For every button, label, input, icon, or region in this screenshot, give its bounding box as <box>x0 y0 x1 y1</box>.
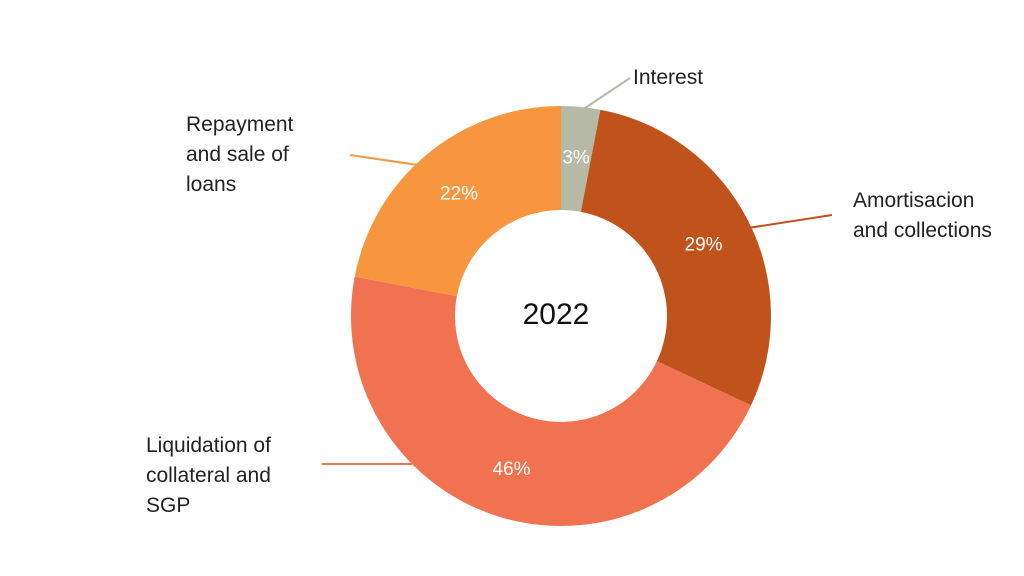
leader-line-interest <box>581 77 631 111</box>
slice-amortisation <box>580 109 771 406</box>
value-label-liquidation: 46% <box>493 459 531 480</box>
category-label-liquidation: Liquidation of collateral and SGP <box>146 434 271 517</box>
category-label-amortisation: Amortisacion and collections <box>853 189 992 242</box>
slice-interest <box>561 106 601 212</box>
value-label-repayment: 22% <box>440 184 478 205</box>
slice-liquidation <box>350 276 752 527</box>
category-label-interest: Interest <box>633 66 703 89</box>
leader-line-amortisation <box>747 214 833 229</box>
leader-line-repayment <box>349 154 419 166</box>
value-label-amortisation: 29% <box>685 234 723 255</box>
value-label-interest: 3% <box>562 148 590 169</box>
center-label: 2022 <box>523 298 590 331</box>
category-label-repayment: Repayment and sale of loans <box>186 113 294 196</box>
slice-repayment <box>354 106 561 297</box>
